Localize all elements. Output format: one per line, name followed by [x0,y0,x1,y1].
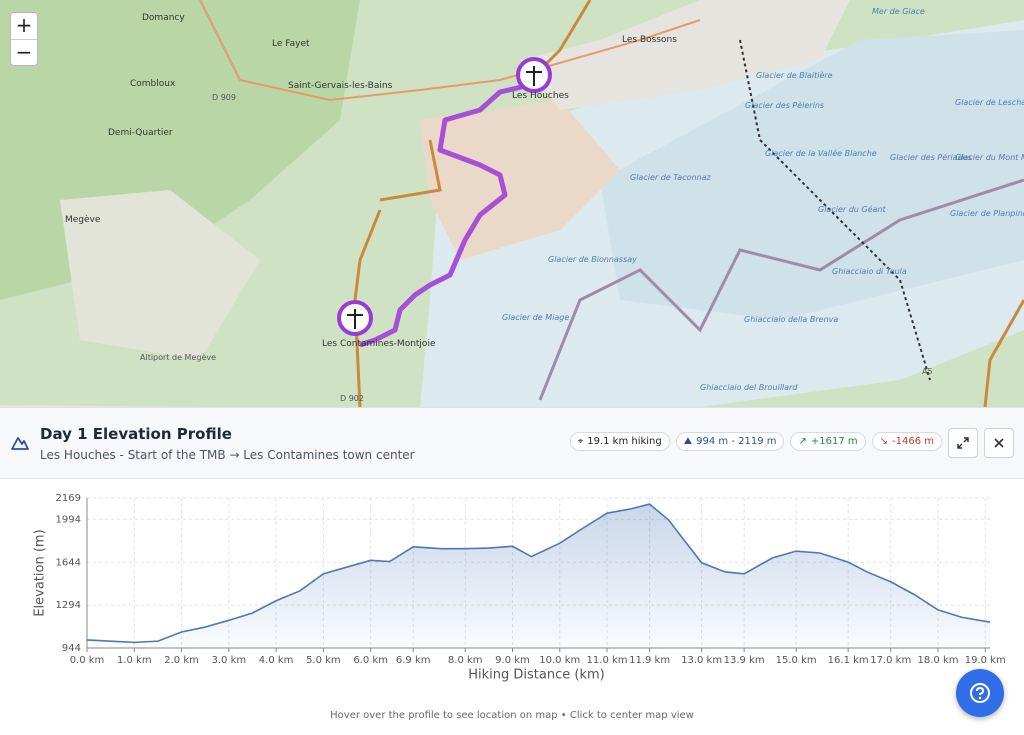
map-label: Demi-Quartier [108,128,173,138]
map-label: Glacier de Bionnassay [548,255,637,264]
cable-car [739,39,931,381]
map-label: Saint-Gervais-les-Bains [288,81,393,91]
chip-ascent: ↗ +1617 m [790,432,866,451]
y-tick-label: 1644 [56,557,81,568]
chip-text: -1466 m [892,436,934,447]
mountain-icon [11,437,29,450]
map-label: Glacier de Blaitière [756,70,833,80]
map-label: Glacier de Miage [502,313,569,322]
zoom-in[interactable]: + [11,13,37,40]
map-label: Megève [65,214,101,225]
zoom-control: + − [10,12,38,66]
x-tick-label: 15.0 km [776,655,817,666]
x-tick-label: 19.0 km [965,655,1006,666]
map[interactable]: Domancy Le Fayet Combloux Saint-Gervais-… [0,0,1024,407]
valley [520,0,850,110]
map-label: Combloux [130,79,176,89]
x-tick-label: 17.0 km [870,655,911,666]
x-tick-label: 16.1 km [828,655,869,666]
map-label: Mer de Glace [872,7,925,16]
end-marker[interactable] [337,300,373,336]
border [538,178,1024,401]
x-tick-label: 9.0 km [495,655,530,666]
map-label: Le Fayet [272,39,310,49]
map-label: Glacier des Pèlerins [745,100,824,110]
close-button[interactable] [984,428,1014,458]
chip-range: ⛰ 994 m - 2119 m [675,432,785,451]
x-tick-label: 1.0 km [117,655,152,666]
x-tick-label: 18.0 km [918,655,959,666]
help-button[interactable] [956,669,1004,717]
chip-text: +1617 m [810,436,858,447]
y-tick-label: 944 [62,643,81,654]
land [0,405,200,407]
map-label: Altiport de Megève [140,352,216,362]
map-label: D 909 [212,93,236,102]
x-tick-label: 13.0 km [681,655,722,666]
map-label: Les Houches [512,91,569,101]
town-area [60,190,260,360]
glacier [600,30,1024,320]
map-label: Domancy [142,13,185,23]
profile-header: Day 1 Elevation Profile Les Houches - St… [0,407,1024,479]
x-tick-label: 11.9 km [629,655,670,666]
x-tick-label: 8.0 km [448,655,483,666]
stats: ⌖ 19.1 km hiking ⛰ 994 m - 2119 m ↗ +1617 m… [569,432,942,451]
map-label: Glacier de Planpincieux [950,209,1024,218]
chip-text: 994 m - 2119 m [696,436,777,447]
x-tick-label: 13.9 km [724,655,765,666]
zoom-out[interactable]: − [15,40,33,64]
map-label: Les Bossons [622,35,677,45]
map-label: Glacier de Leschaux [955,98,1024,107]
y-tick-label: 1294 [56,600,81,611]
chip-text: 19.1 km hiking [587,436,662,447]
y-axis-label: Elevation (m) [33,529,48,616]
map-label: D 902 [340,394,364,403]
profile-title: Day 1 Elevation Profile [40,425,232,443]
x-tick-label: 10.0 km [539,655,580,666]
chip-descent: ↘ -1466 m [871,432,942,451]
area-fill [87,504,990,648]
map-label: Glacier de la Vallée Blanche [765,148,877,158]
chip-distance: ⌖ 19.1 km hiking [569,432,670,451]
x-axis-label: Hiking Distance (km) [468,668,604,683]
map-label: Ghiacciaio di Toula [832,267,907,276]
x-tick-label: 3.0 km [212,655,247,666]
expand-button[interactable] [948,428,978,458]
map-label: Ghiacciaio del Brouillard [700,383,798,392]
x-tick-label: 2.0 km [164,655,199,666]
x-tick-label: 11.0 km [587,655,628,666]
map-label: A5 [922,367,933,376]
rock [420,100,620,260]
map-label: Les Contamines-Montjoie [322,339,436,349]
elevation-line [86,503,991,644]
trail [353,0,1024,407]
map-label: Glacier du Mont Mallet [955,153,1024,162]
profile-subtitle: Les Houches - Start of the TMB → Les Con… [40,448,415,462]
x-tick-label: 6.0 km [353,655,388,666]
map-label: Glacier du Géant [818,204,886,214]
map-label: Glacier des Périades [890,152,972,162]
start-marker[interactable] [516,57,552,93]
x-tick-label: 6.9 km [396,655,431,666]
map-label: Ghiacciaio della Brenva [744,315,838,324]
x-tick-label: 0.0 km [70,655,105,666]
route [359,82,531,348]
x-tick-label: 5.0 km [306,655,341,666]
footer-hint: Hover over the profile to see location o… [330,710,694,721]
y-tick-label: 2169 [56,493,81,504]
x-tick-label: 4.0 km [259,655,294,666]
road [199,0,701,102]
y-tick-label: 1994 [56,514,81,525]
map-label: Glacier de Taconnaz [630,173,712,182]
